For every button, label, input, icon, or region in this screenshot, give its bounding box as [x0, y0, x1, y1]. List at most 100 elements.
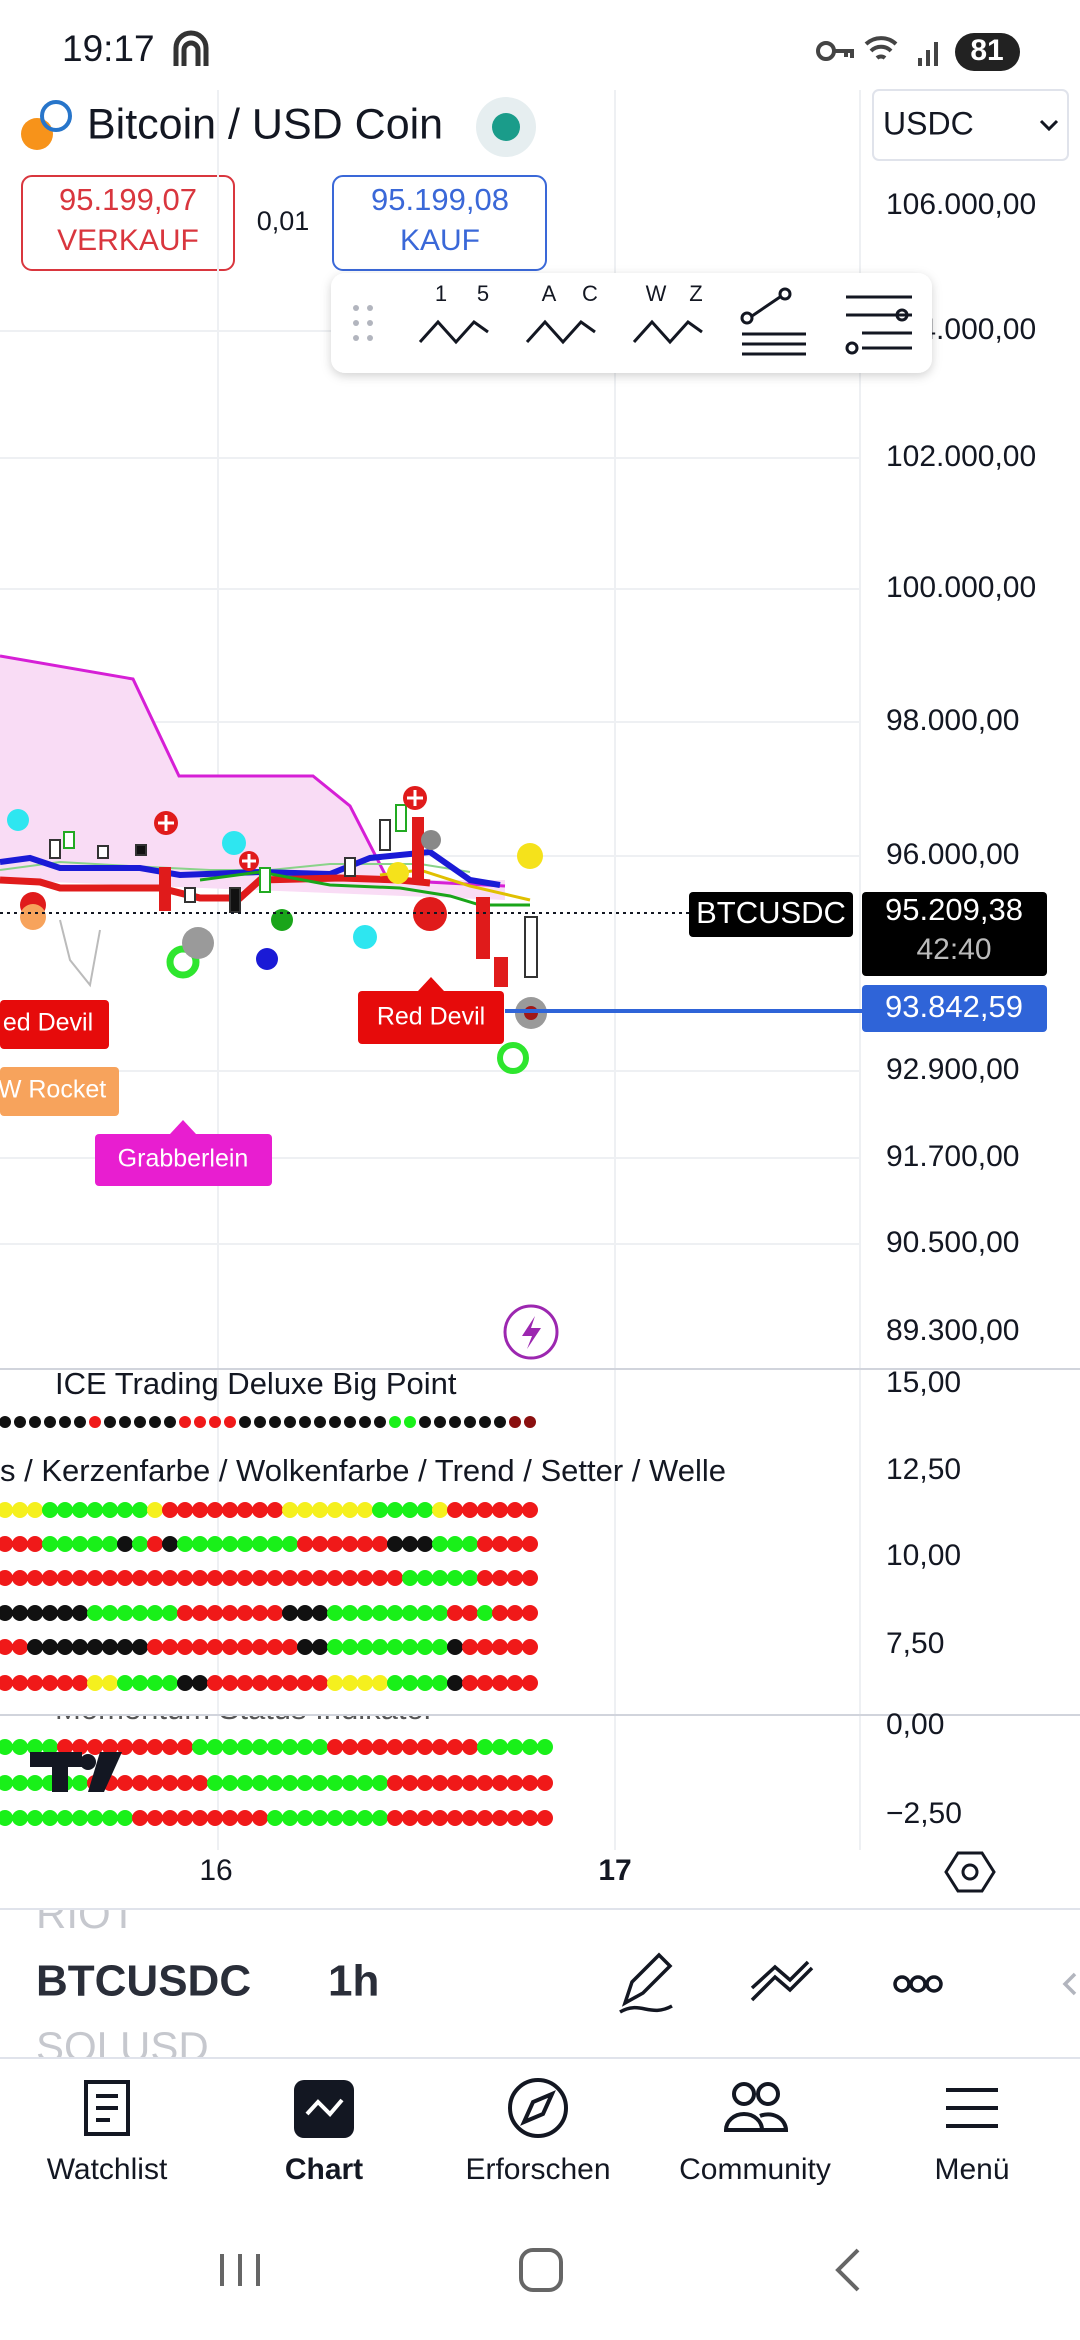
tool-label[interactable]: A: [542, 281, 557, 306]
status-dot: [57, 1639, 73, 1655]
status-dot: [72, 1775, 88, 1791]
status-dot: [147, 1536, 163, 1552]
nav-item[interactable]: Watchlist: [47, 2153, 168, 2186]
status-dot: [27, 1739, 43, 1755]
status-dot: [87, 1639, 103, 1655]
fib-icon: [778, 287, 792, 301]
signal-label-text: Red Devil: [377, 1003, 485, 1031]
signals: [242, 854, 256, 868]
status-dot: [42, 1675, 58, 1691]
status-dot: [12, 1502, 28, 1518]
tool-label[interactable]: 5: [477, 281, 489, 306]
indicators-icon[interactable]: [750, 1960, 814, 2002]
nav-item[interactable]: Chart: [285, 2153, 363, 2186]
home[interactable]: [519, 2248, 563, 2292]
status-icon: [173, 30, 209, 66]
status-dot: [132, 1810, 148, 1826]
currency: USDC: [883, 105, 974, 141]
status-dot: [27, 1536, 43, 1552]
status-dot: [132, 1775, 148, 1791]
status-dot: [222, 1810, 238, 1826]
nav-item[interactable]: Menü: [934, 2153, 1009, 2186]
status-dot: [342, 1775, 358, 1791]
status-dot: [389, 1416, 401, 1428]
indicator-axis-label: 7,50: [886, 1627, 944, 1660]
tool-label[interactable]: 1: [435, 281, 447, 306]
tool-label[interactable]: W: [646, 281, 667, 306]
status-dot: [59, 1416, 71, 1428]
status-dot: [0, 1502, 13, 1518]
status-dot: [0, 1739, 13, 1755]
signals: [271, 909, 293, 931]
nav-item[interactable]: Community: [679, 2153, 831, 2186]
status-dot: [267, 1502, 283, 1518]
status-dot: [447, 1810, 463, 1826]
status-dot: [42, 1570, 58, 1586]
sell-button[interactable]: [21, 175, 235, 271]
status-dot: [387, 1739, 403, 1755]
signals: [387, 862, 409, 884]
tool-label[interactable]: Z: [689, 281, 702, 306]
status-dot: [312, 1536, 328, 1552]
next-symbol: SOLUSD: [36, 2023, 209, 2070]
status-dot: [0, 1605, 13, 1621]
time-label: 17: [598, 1854, 631, 1887]
status-dot: [327, 1536, 343, 1552]
status-dot: [372, 1810, 388, 1826]
status-dot: [387, 1810, 403, 1826]
settings-icon[interactable]: [944, 1851, 996, 1893]
battery-level: 81: [970, 34, 1003, 67]
back[interactable]: [835, 2248, 860, 2292]
status-dot: [102, 1570, 118, 1586]
chart-drawing: [0, 654, 547, 1074]
status-dot: [207, 1810, 223, 1826]
candles: [229, 887, 241, 913]
status-dot: [207, 1536, 223, 1552]
status-dot: [402, 1502, 418, 1518]
currency-select[interactable]: [872, 89, 1069, 161]
status-dot: [267, 1639, 283, 1655]
status-dot: [252, 1675, 268, 1691]
price-label: 102.000,00: [886, 440, 1036, 473]
more-icon[interactable]: [893, 1975, 911, 1993]
status-dot: [312, 1605, 328, 1621]
status-dot: [117, 1502, 133, 1518]
status-dot: [147, 1739, 163, 1755]
status-time: 19:17: [62, 28, 155, 69]
status-dot: [267, 1675, 283, 1691]
tv-logo: [88, 1752, 122, 1792]
status-dot: [72, 1536, 88, 1552]
candles: [476, 897, 490, 959]
status-dot: [252, 1570, 268, 1586]
status-dot: [507, 1810, 523, 1826]
status-dot: [192, 1810, 208, 1826]
recent-apps[interactable]: [220, 2254, 260, 2286]
status-dot: [209, 1416, 221, 1428]
toolbar-panel: [331, 273, 932, 373]
pencil-icon[interactable]: [619, 1952, 673, 2014]
status-dot: [387, 1536, 403, 1552]
settings-icon-center: [961, 1863, 979, 1881]
tool-label[interactable]: C: [582, 281, 598, 306]
indicator-axis-label: 0,00: [886, 1708, 944, 1741]
status-dot: [432, 1639, 448, 1655]
explore-icon: [508, 2078, 568, 2138]
status-dot: [162, 1810, 178, 1826]
status-dot: [342, 1810, 358, 1826]
status-dot: [147, 1639, 163, 1655]
symbol-tag-text: BTCUSDC: [696, 895, 846, 930]
status-dot: [162, 1502, 178, 1518]
bar-icons: [909, 1975, 927, 1993]
status-dot: [147, 1502, 163, 1518]
status-dot: [357, 1536, 373, 1552]
status-dot: [447, 1775, 463, 1791]
watchlist-icon: [84, 2080, 130, 2136]
interval[interactable]: 1h: [328, 1957, 379, 2006]
signals: [497, 1042, 529, 1074]
buy-button[interactable]: [332, 175, 547, 271]
status-dot: [419, 1416, 431, 1428]
status-dot: [327, 1502, 343, 1518]
status-dot: [462, 1775, 478, 1791]
symbol[interactable]: BTCUSDC: [36, 1957, 251, 2006]
nav-item[interactable]: Erforschen: [465, 2153, 610, 2186]
